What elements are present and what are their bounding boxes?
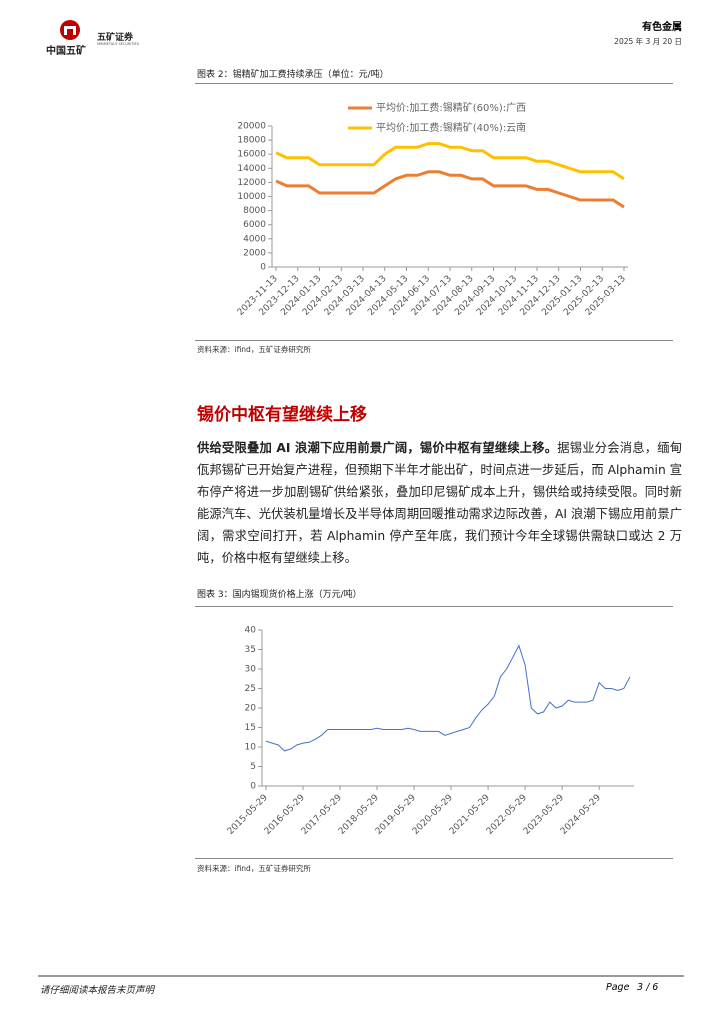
- page-number: 3 / 6: [637, 982, 659, 993]
- rule: [195, 606, 673, 607]
- y-tick-label: 8000: [243, 206, 266, 216]
- y-tick-label: 0: [250, 782, 256, 792]
- series-line: [275, 170, 625, 209]
- series-line: [275, 142, 625, 181]
- y-tick-label: 20000: [237, 122, 266, 132]
- y-tick-label: 10000: [237, 192, 266, 202]
- lead: 供给受限叠加 AI 浪潮下应用前景广阔，锡价中枢有望继续上移。: [197, 441, 558, 455]
- y-tick-label: 16000: [237, 150, 266, 160]
- section-heading: 锡价中枢有望继续上移: [197, 405, 367, 425]
- legend-label: 平均价:加工费:锡精矿(40%):云南: [376, 121, 526, 134]
- sector: 有色金属: [642, 22, 682, 33]
- rule: [195, 858, 673, 859]
- y-tick-label: 2000: [243, 248, 266, 258]
- logo-icon: [60, 20, 80, 40]
- x-tick-label: 2024-05-29: [559, 793, 603, 837]
- legend-label: 平均价:加工费:锡精矿(60%):广西: [376, 101, 526, 114]
- y-tick-label: 40: [245, 626, 257, 636]
- series-line: [265, 644, 631, 752]
- y-tick-label: 14000: [237, 164, 266, 174]
- y-tick-label: 10: [245, 743, 257, 753]
- y-tick-label: 25: [245, 684, 256, 694]
- logo-name: 中国五矿: [46, 46, 86, 57]
- y-tick-label: 30: [245, 665, 257, 675]
- y-tick-label: 4000: [243, 234, 266, 244]
- brand-en: MINMETALS SECURITIES: [97, 42, 139, 46]
- y-tick-label: 5: [250, 762, 256, 772]
- y-tick-label: 12000: [237, 178, 266, 188]
- footer-rule: [38, 975, 684, 977]
- figure-source: 资料来源：ifind，五矿证券研究所: [197, 864, 311, 873]
- figure-caption: 图表 2：锡精矿加工费持续承压（单位：元/吨）: [197, 70, 389, 80]
- y-tick-label: 20: [245, 704, 257, 714]
- y-tick-label: 15: [245, 723, 256, 733]
- brand: 五矿证券: [97, 33, 134, 43]
- y-tick-label: 35: [245, 645, 256, 655]
- figure-caption: 图表 3：国内锡现货价格上涨（万元/吨）: [197, 590, 362, 600]
- y-tick-label: 18000: [237, 136, 266, 146]
- paragraph: 供给受限叠加 AI 浪潮下应用前景广阔，锡价中枢有望继续上移。据锡业分会消息，缅…: [197, 437, 682, 569]
- rule: [195, 340, 673, 341]
- y-tick-label: 0: [260, 263, 266, 273]
- footer-notice: 请仔细阅读本报告末页声明: [40, 985, 155, 996]
- body-text: 据锡业分会消息，缅甸佤邦锡矿已开始复产进程，但预期下半年才能出矿，时间点进一步延…: [197, 441, 682, 565]
- rule: [195, 83, 673, 84]
- date: 2025 年 3 月 20 日: [614, 37, 682, 46]
- figure-source: 资料来源：ifind，五矿证券研究所: [197, 345, 311, 354]
- page-label: Page: [606, 982, 630, 993]
- y-tick-label: 6000: [243, 220, 266, 230]
